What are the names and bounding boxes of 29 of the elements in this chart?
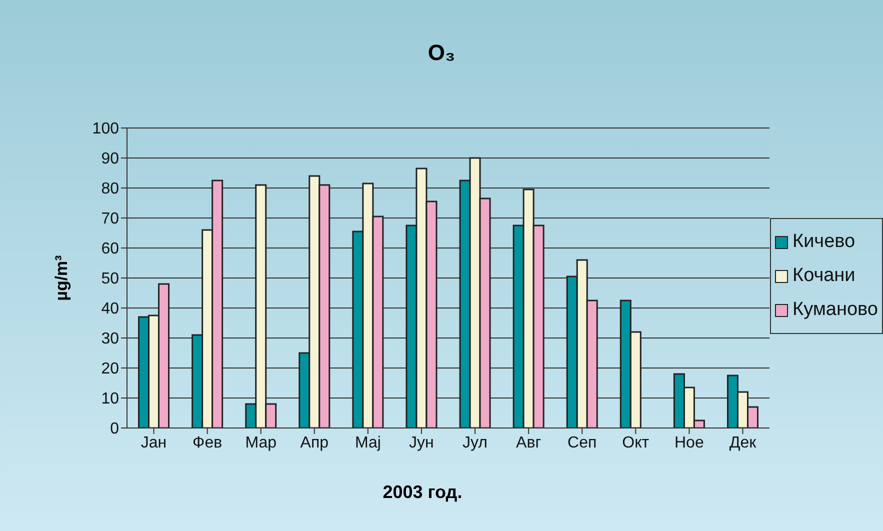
y-tick-label: 100 — [92, 120, 120, 138]
x-tick-label: Апр — [300, 434, 329, 452]
x-tick-label: Окт — [622, 434, 650, 452]
y-tick-label: 0 — [110, 420, 120, 438]
y-tick-label: 60 — [101, 240, 120, 258]
y-tick-label: 10 — [101, 390, 120, 408]
x-tick-label: Мај — [354, 434, 381, 452]
y-tick-label: 40 — [101, 300, 120, 318]
x-tick-label: Сеп — [568, 434, 597, 452]
x-tick-label: Јул — [462, 434, 488, 452]
x-tick-label: Јан — [140, 434, 167, 452]
x-tick-label: Фев — [192, 434, 222, 452]
x-tick-label: Дек — [729, 434, 758, 452]
y-tick-label: 80 — [101, 180, 120, 198]
y-tick-label: 20 — [101, 360, 120, 378]
x-tick-label: Ное — [674, 434, 704, 452]
x-tick-label: Мар — [245, 434, 277, 452]
x-tick-label: Авг — [516, 434, 542, 452]
legend-label: Куманово — [792, 298, 878, 322]
y-tick-label: 90 — [101, 150, 120, 168]
chart-title: O₃ — [426, 40, 456, 66]
x-tick-label: Јун — [409, 434, 434, 452]
y-tick-label: 30 — [101, 330, 120, 348]
legend-label: Кочани — [792, 264, 856, 288]
y-tick-label: 50 — [101, 270, 120, 288]
x-axis-title: 2003 год. — [382, 482, 464, 503]
y-tick-label: 70 — [101, 210, 120, 228]
y-axis-title: µg/m³ — [52, 255, 72, 301]
legend-label: Кичево — [792, 230, 856, 254]
